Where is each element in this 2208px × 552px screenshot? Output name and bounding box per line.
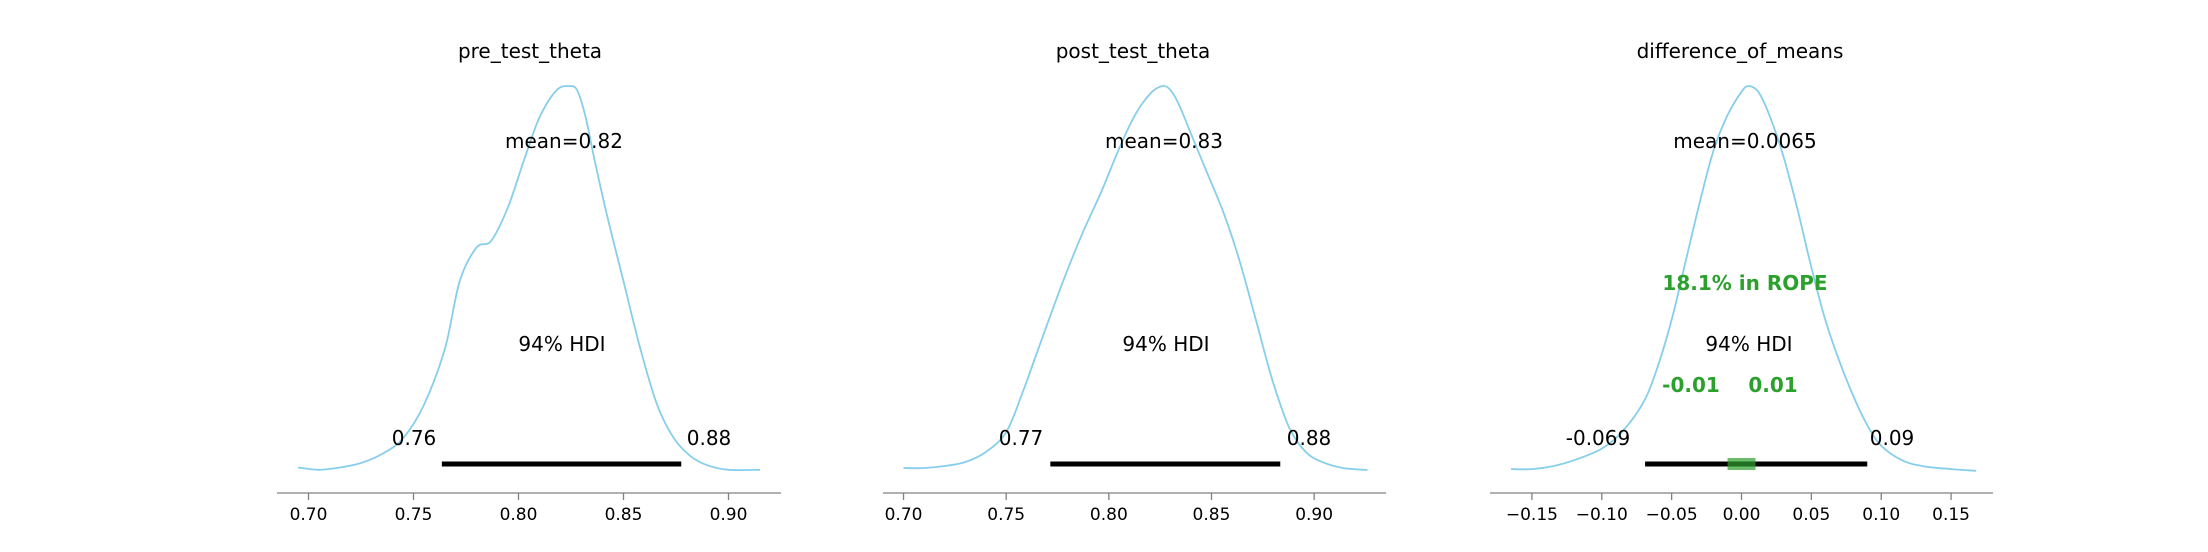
x-tick-label: 0.90 bbox=[1295, 505, 1333, 525]
panel-difference-of-means: difference_of_means mean=0.0065 18.1% in… bbox=[1490, 39, 1993, 525]
kde-line bbox=[903, 84, 1368, 471]
x-axis-ticks: −0.15 −0.10 −0.05 0.00 0.05 0.10 0.15 bbox=[1506, 493, 1970, 525]
x-tick-label: 0.15 bbox=[1932, 505, 1970, 525]
hdi-high-label: 0.88 bbox=[687, 426, 732, 450]
x-tick-label: −0.15 bbox=[1506, 505, 1558, 525]
x-tick-label: 0.85 bbox=[605, 505, 643, 525]
x-tick-label: 0.90 bbox=[710, 505, 748, 525]
x-tick-label: 0.70 bbox=[290, 505, 328, 525]
panel-post-test-theta: post_test_theta mean=0.83 94% HDI 0.77 0… bbox=[883, 39, 1386, 525]
hdi-low-label: 0.77 bbox=[999, 426, 1044, 450]
panel-title: difference_of_means bbox=[1637, 39, 1844, 63]
hdi-label: 94% HDI bbox=[1122, 332, 1209, 356]
hdi-high-label: 0.88 bbox=[1287, 426, 1332, 450]
rope-high-label: 0.01 bbox=[1748, 373, 1797, 397]
x-tick-label: 0.80 bbox=[500, 505, 538, 525]
rope-label: 18.1% in ROPE bbox=[1662, 271, 1827, 295]
x-tick-label: 0.00 bbox=[1723, 505, 1761, 525]
hdi-label: 94% HDI bbox=[518, 332, 605, 356]
panel-pre-test-theta: pre_test_theta mean=0.82 94% HDI 0.76 0.… bbox=[277, 39, 781, 525]
x-tick-label: 0.75 bbox=[987, 505, 1025, 525]
hdi-label: 94% HDI bbox=[1705, 332, 1792, 356]
x-tick-label: −0.05 bbox=[1646, 505, 1698, 525]
hdi-high-label: 0.09 bbox=[1870, 426, 1915, 450]
panel-title: post_test_theta bbox=[1056, 39, 1211, 63]
rope-low-label: -0.01 bbox=[1662, 373, 1720, 397]
hdi-low-label: -0.069 bbox=[1566, 426, 1630, 450]
x-axis-ticks: 0.70 0.75 0.80 0.85 0.90 bbox=[290, 493, 748, 525]
kde-line bbox=[1510, 85, 1977, 472]
x-tick-label: 0.80 bbox=[1090, 505, 1128, 525]
rope-band bbox=[1727, 458, 1756, 470]
x-tick-label: 0.10 bbox=[1862, 505, 1900, 525]
hdi-low-label: 0.76 bbox=[392, 426, 437, 450]
x-tick-label: −0.10 bbox=[1576, 505, 1628, 525]
mean-label: mean=0.83 bbox=[1105, 129, 1223, 153]
kde-line bbox=[297, 85, 761, 472]
mean-label: mean=0.82 bbox=[505, 129, 623, 153]
x-tick-label: 0.05 bbox=[1792, 505, 1830, 525]
mean-label: mean=0.0065 bbox=[1673, 129, 1816, 153]
x-tick-label: 0.75 bbox=[395, 505, 433, 525]
x-tick-label: 0.70 bbox=[885, 505, 923, 525]
x-axis-ticks: 0.70 0.75 0.80 0.85 0.90 bbox=[885, 493, 1333, 525]
panel-title: pre_test_theta bbox=[458, 39, 602, 63]
x-tick-label: 0.85 bbox=[1193, 505, 1231, 525]
